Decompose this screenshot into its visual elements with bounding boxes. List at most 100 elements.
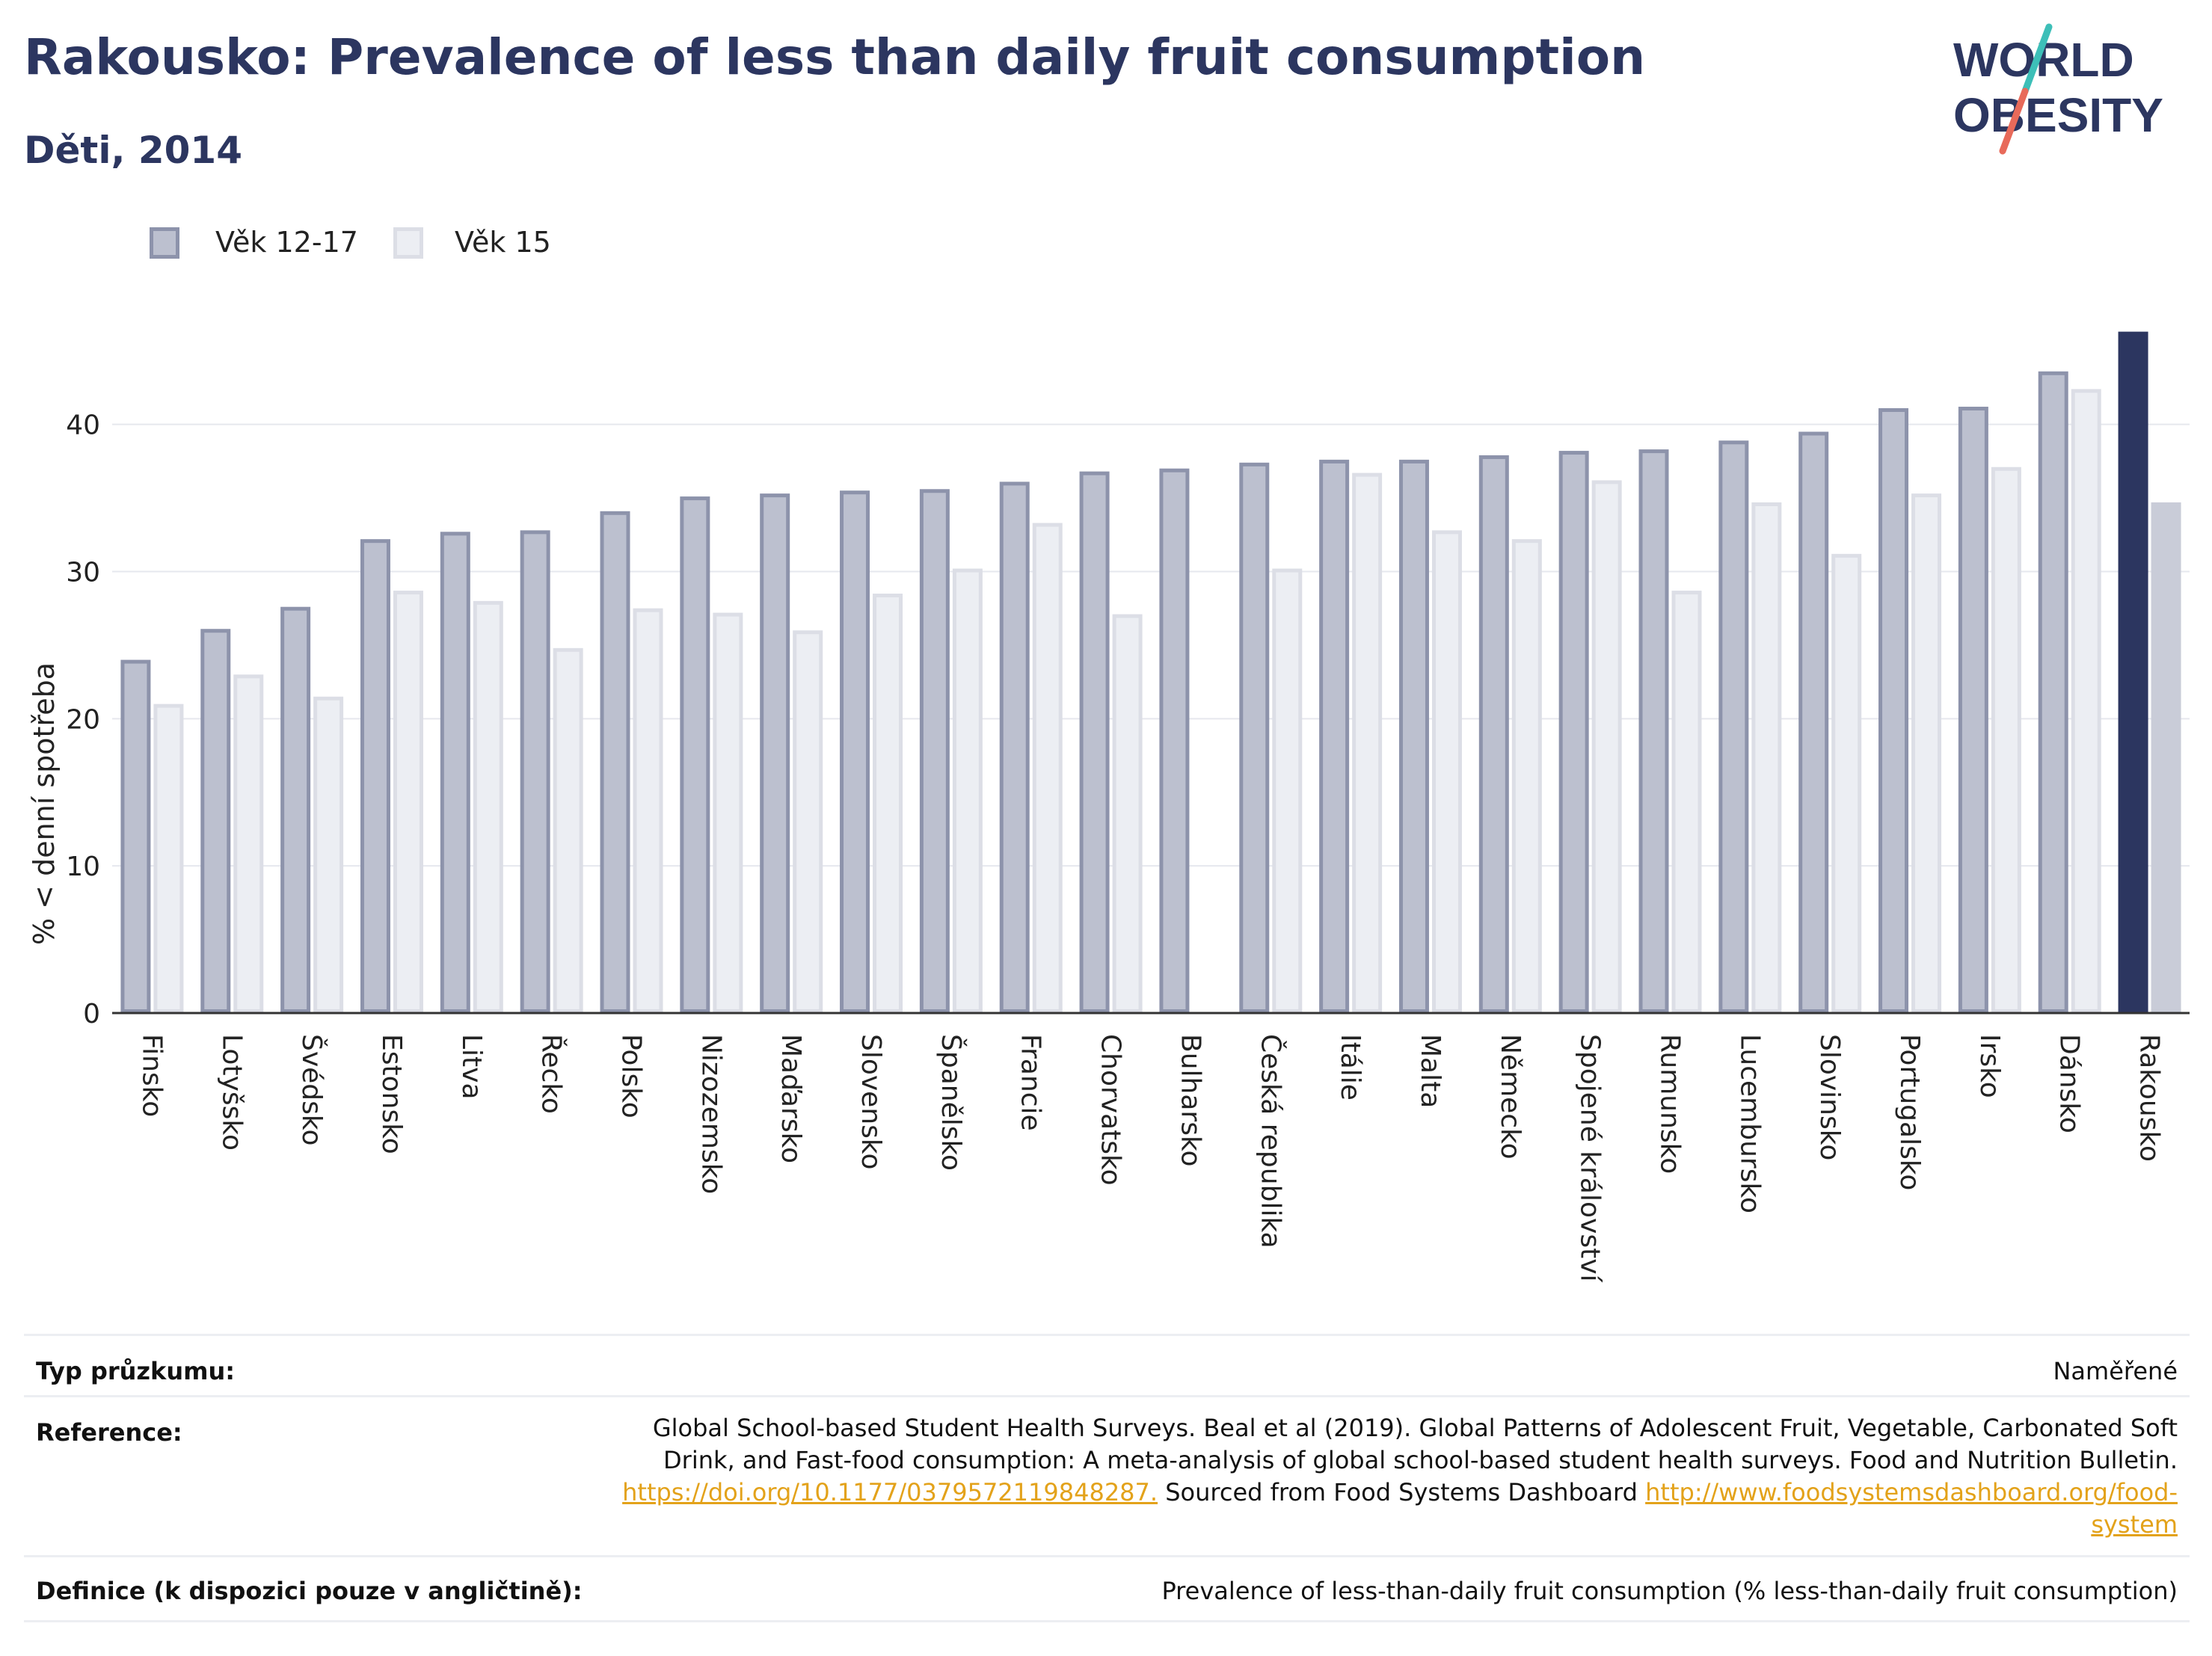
x-tick-label: Francie (1016, 1034, 1046, 1131)
bar-series2 (1032, 523, 1063, 1013)
reference-text: Global School-based Student Health Surve… (652, 1414, 2178, 1474)
bar-series1 (280, 606, 311, 1014)
definition-value: Prevalence of less-than-daily fruit cons… (1161, 1577, 2178, 1605)
bar-series2 (2071, 389, 2101, 1014)
bar-series2 (1911, 493, 1942, 1014)
x-tick-label: Lotyšsko (216, 1034, 247, 1151)
bar-series2 (553, 647, 583, 1013)
bar-series1 (1798, 431, 1829, 1013)
bar-series2 (393, 591, 423, 1013)
x-tick-label: Německo (1495, 1034, 1526, 1160)
bar-series1 (1718, 440, 1749, 1013)
bar-series2 (713, 612, 743, 1013)
x-tick-label: Estonsko (376, 1034, 407, 1154)
x-tick-label: Slovensko (855, 1034, 886, 1170)
bar-series2 (1831, 553, 1862, 1013)
x-tick-label: Portugalsko (1894, 1034, 1925, 1190)
x-tick-label: Spojené království (1575, 1034, 1606, 1283)
bar-series1 (1478, 455, 1509, 1013)
bar-series1 (1239, 462, 1270, 1013)
bar-series2 (633, 608, 663, 1013)
bar-series1 (2118, 331, 2148, 1013)
y-tick-label: 40 (66, 410, 100, 441)
x-tick-label: Rumunsko (1655, 1034, 1686, 1174)
bar-series2 (313, 696, 344, 1014)
x-tick-label: Litva (456, 1034, 487, 1100)
survey-type-label: Typ průzkumu: (36, 1357, 236, 1385)
bar-series1 (1079, 471, 1110, 1014)
x-tick-label: Řecko (536, 1034, 568, 1114)
bar-series1 (999, 481, 1030, 1013)
bar-series1 (1638, 449, 1669, 1014)
x-tick-label: Nizozemsko (695, 1034, 726, 1194)
bar-series2 (1511, 539, 1542, 1014)
bar-series2 (1272, 568, 1303, 1013)
reference-source-text: Sourced from Food Systems Dashboard (1165, 1478, 1638, 1506)
survey-type-value: Naměřené (2053, 1357, 2178, 1385)
definition-label: Definice (k dispozici pouze v angličtině… (36, 1577, 583, 1605)
y-axis-label: % < denní spotřeba (28, 662, 61, 945)
bar-series1 (1159, 468, 1190, 1013)
bar-series1 (1319, 459, 1350, 1014)
bar-series2 (1591, 480, 1622, 1013)
bar-series1 (1398, 459, 1429, 1014)
x-tick-label: Irsko (1974, 1034, 2005, 1098)
y-tick-label: 0 (83, 999, 100, 1029)
x-tick-label: Slovinsko (1814, 1034, 1845, 1160)
bar-series2 (233, 674, 264, 1013)
x-tick-label: Maďarsko (775, 1034, 806, 1163)
bar-series2 (2151, 502, 2181, 1013)
bar-series1 (600, 511, 630, 1013)
x-tick-label: Itálie (1335, 1034, 1365, 1101)
x-tick-label: Rakousko (2134, 1034, 2165, 1162)
bar-series1 (840, 490, 870, 1014)
reference-dashboard-link[interactable]: http://www.foodsystemsdashboard.org/food… (1645, 1478, 2178, 1539)
bar-series1 (1558, 451, 1589, 1013)
logo-slash-red (1999, 87, 2029, 155)
chart-subtitle: Děti, 2014 (24, 129, 243, 172)
x-tick-label: Malta (1415, 1034, 1446, 1108)
bar-series2 (1431, 530, 1462, 1013)
bar-series2 (1112, 614, 1143, 1013)
bar-series2 (952, 568, 983, 1013)
bar-series2 (153, 704, 184, 1013)
x-tick-label: Finsko (136, 1034, 167, 1117)
x-tick-label: Španělsko (936, 1034, 967, 1171)
bar-series1 (1878, 407, 1909, 1013)
chart-title: Rakousko: Prevalence of less than daily … (24, 28, 1646, 86)
bar-series2 (1671, 591, 1702, 1013)
legend-label-series1: Věk 12-17 (215, 226, 358, 259)
x-tick-label: Polsko (616, 1034, 647, 1118)
bar-series1 (760, 493, 790, 1014)
reference-label: Reference: (36, 1418, 182, 1447)
reference-doi-link[interactable]: https://doi.org/10.1177/0379572119848287… (622, 1478, 1158, 1506)
bar-series1 (360, 539, 390, 1014)
legend-swatch-series1 (150, 227, 179, 259)
bar-series1 (2038, 371, 2068, 1013)
bar-series1 (200, 629, 231, 1013)
bar-series2 (1352, 473, 1383, 1013)
y-tick-label: 20 (66, 704, 100, 735)
bar-series2 (873, 594, 903, 1013)
bar-series2 (793, 630, 823, 1013)
x-tick-label: Dánsko (2054, 1034, 2085, 1133)
bar-series2 (1751, 502, 1782, 1014)
y-tick-label: 30 (66, 557, 100, 588)
bar-series1 (440, 532, 470, 1014)
x-tick-label: Chorvatsko (1096, 1034, 1126, 1186)
bar-chart: 0 10 20 30 40 % < denní spotřeba Finsko Lotyšsk… (28, 331, 2190, 1283)
bar-series1 (680, 496, 710, 1013)
footer-table: Typ průzkumu: Naměřené Reference: Global… (24, 1334, 2190, 1633)
bar-series2 (473, 600, 503, 1013)
world-obesity-logo: WORLD OBESITY (1952, 22, 2199, 157)
footer-row-reference: Reference: Global School-based Student H… (24, 1395, 2190, 1547)
x-tick-label: Lucembursko (1734, 1034, 1765, 1213)
x-tick-label: Švédsko (296, 1034, 328, 1146)
logo-slash-teal (2021, 23, 2053, 95)
x-tick-label: Bulharsko (1175, 1034, 1205, 1167)
bar-series1 (520, 530, 550, 1013)
footer-row-survey-type: Typ průzkumu: Naměřené (24, 1334, 2190, 1396)
legend-swatch-series2 (393, 227, 423, 259)
bar-series1 (919, 489, 950, 1013)
bar-series1 (1958, 407, 1988, 1014)
